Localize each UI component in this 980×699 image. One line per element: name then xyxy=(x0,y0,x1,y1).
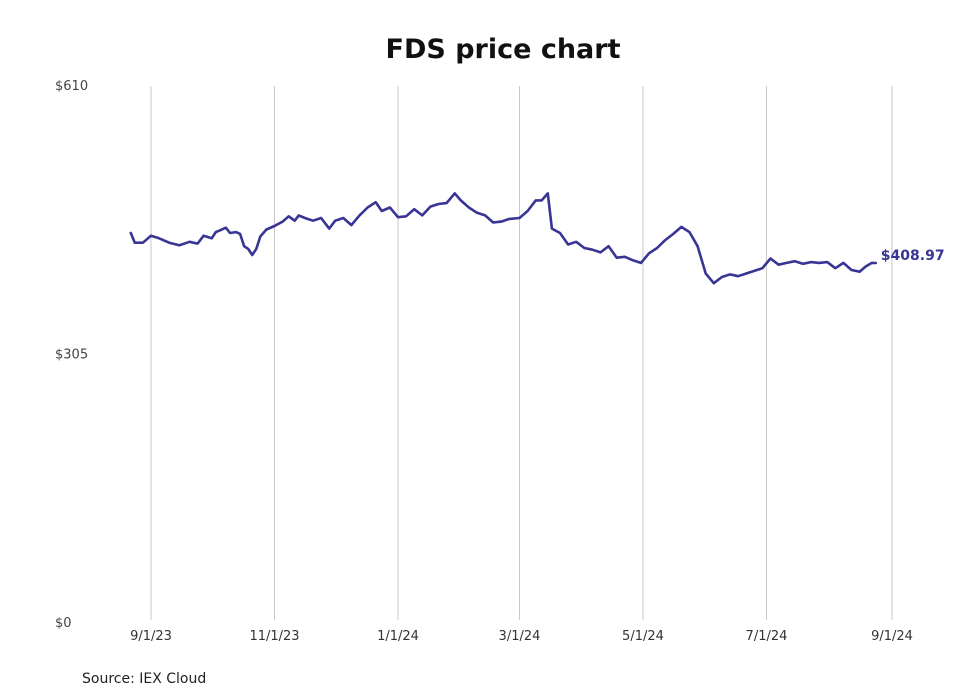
x-tick-label: 11/1/23 xyxy=(249,629,299,644)
y-tick-label: $0 xyxy=(55,616,72,631)
x-tick-label: 5/1/24 xyxy=(622,629,664,644)
source-note: Source: IEX Cloud xyxy=(82,671,206,687)
y-tick-label: $305 xyxy=(55,348,88,363)
x-tick-label: 9/1/23 xyxy=(130,629,172,644)
x-tick-label: 1/1/24 xyxy=(377,629,419,644)
chart-title: FDS price chart xyxy=(386,34,621,65)
x-tick-label: 3/1/24 xyxy=(499,629,541,644)
x-tick-label: 9/1/24 xyxy=(871,629,913,644)
x-tick-label: 7/1/24 xyxy=(746,629,788,644)
grid-lines xyxy=(150,86,893,620)
y-tick-label: $610 xyxy=(55,79,88,94)
y-axis-ticks: $0 $305 $610 xyxy=(55,79,88,631)
last-price-label: $408.97 xyxy=(881,248,945,264)
x-axis-ticks: 9/1/23 11/1/23 1/1/24 3/1/24 5/1/24 7/1/24 9/1… xyxy=(130,629,913,644)
series-line-price xyxy=(129,192,878,285)
